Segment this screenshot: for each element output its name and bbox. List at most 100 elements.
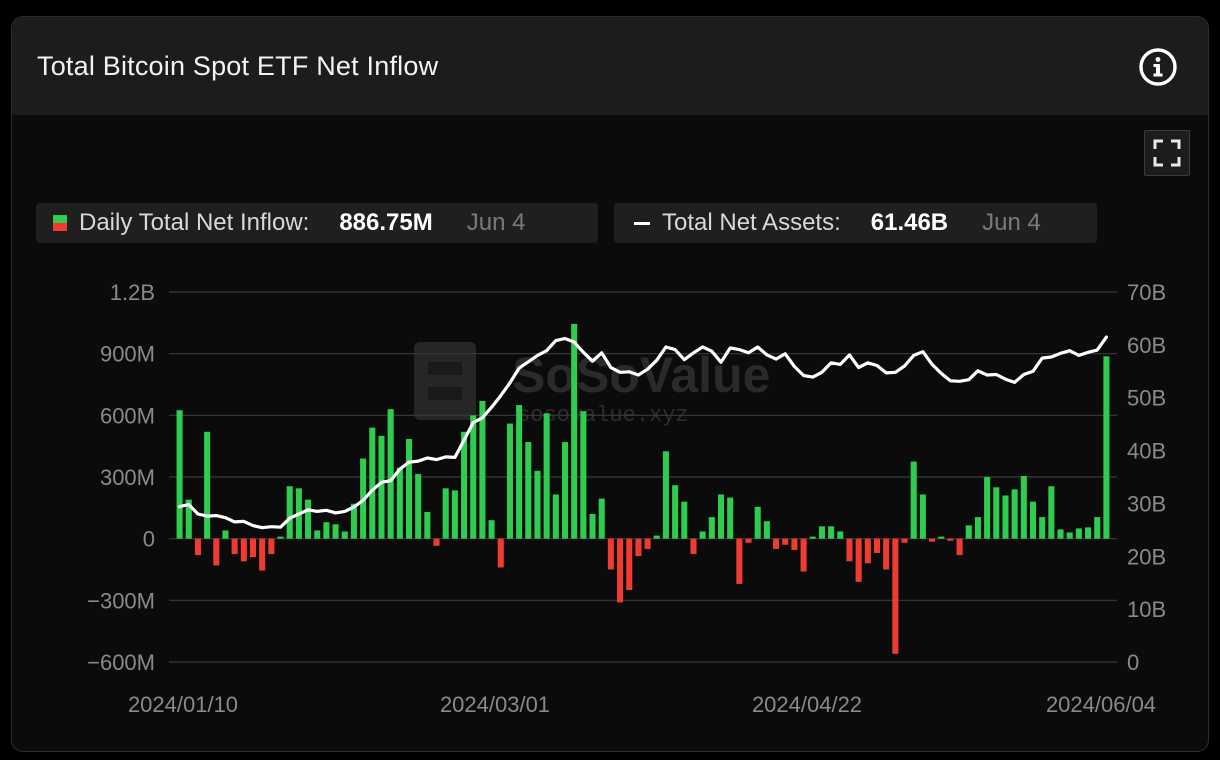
inflow-bar [415,473,422,539]
inflow-bar [369,427,376,539]
inflow-bar [919,494,926,539]
inflow-bar [984,477,991,539]
x-tick-label: 2024/06/04 [1046,692,1156,717]
inflow-bar [901,538,908,543]
inflow-bar [451,490,458,539]
inflow-bar [598,498,605,539]
inflow-bar [690,538,697,555]
legend-assets-label: Total Net Assets: [662,209,841,236]
inflow-bar [1075,528,1082,539]
inflow-bar [672,485,679,539]
inflow-bar [424,511,431,539]
y-right-tick-label: 10B [1127,597,1166,622]
inflow-bar [405,438,413,539]
legend-inflow-label: Daily Total Net Inflow: [79,209,310,236]
x-tick-label: 2024/01/10 [128,692,238,717]
inflow-bar [488,520,495,539]
inflow-bar [1029,501,1037,539]
inflow-bar [387,409,394,539]
info-icon[interactable] [1138,47,1178,87]
inflow-bar [543,413,550,539]
inflow-bar [837,531,844,539]
inflow-bar [1020,475,1027,539]
inflow-bar [580,411,587,539]
y-left-tick-label: −600M [87,650,155,675]
inflow-bar [286,486,293,539]
inflow-bar [727,497,734,539]
y-right-tick-label: 50B [1127,386,1166,411]
inflow-bar [525,442,532,539]
inflow-bar [626,538,633,591]
net-assets-line [178,335,1108,530]
inflow-bar [589,514,596,539]
inflow-bar [956,538,963,556]
y-left-tick-label: 300M [100,465,155,490]
inflow-bar [644,538,651,549]
inflow-bar [332,524,339,539]
inflow-bar [607,538,614,570]
inflow-bar [993,487,1000,539]
y-right-tick-label: 60B [1127,333,1166,358]
inflow-bar [378,435,385,539]
inflow-bar [1094,517,1101,539]
inflow-bar [1048,486,1055,539]
inflow-bar [497,538,504,568]
inflow-bar [800,538,807,572]
inflow-bar [855,538,862,582]
legend-inflow-date: Jun 4 [466,209,526,236]
chart-plot: SoSoValue sosovalue.xyz 1.2B900M600M300M… [87,280,1166,717]
inflow-bar [479,400,486,539]
inflow-bar [442,488,449,539]
inflow-bar [323,522,330,539]
inflow-bar [910,461,917,539]
inflow-bar [717,494,725,539]
inflow-bar [259,538,266,571]
legend-daily-inflow: Daily Total Net Inflow: 886.75M Jun 4 [36,203,598,243]
inflow-bar [461,431,468,539]
y-left-tick-label: 1.2B [110,280,155,305]
legend-net-assets: Total Net Assets: 61.46B Jun 4 [614,203,1097,243]
inflow-bar [240,538,247,562]
legend-assets-swatch [634,221,650,225]
inflow-bar [818,526,825,539]
inflow-bar [1085,527,1092,539]
inflow-bar [506,423,513,539]
inflow-bar [433,538,440,546]
inflow-bar [534,470,541,539]
y-left-tick-label: 0 [143,527,155,552]
inflow-bar [846,538,853,562]
fullscreen-button[interactable] [1144,130,1190,176]
y-left-tick-label: −300M [87,588,155,613]
legend-assets-date: Jun 4 [982,209,1041,236]
inflow-bar [350,503,357,539]
inflow-bar [341,531,348,539]
inflow-bar [1039,517,1046,539]
inflow-bar [314,530,321,539]
inflow-bar [470,415,477,539]
watermark-logo-icon [414,342,476,420]
inflow-bar [571,323,578,539]
inflow-bar [222,530,229,539]
inflow-bar [1002,495,1009,539]
inflow-bar [1066,532,1073,539]
inflow-bar [782,538,789,545]
y-right-tick-label: 20B [1127,544,1166,569]
x-tick-label: 2024/03/01 [440,692,550,717]
inflow-bar [773,538,780,549]
inflow-bar [947,538,954,541]
inflow-bar [653,535,660,539]
inflow-bar [204,431,211,539]
inflow-bar [1057,529,1064,539]
inflow-bar [1011,489,1018,539]
y-left-tick-label: 600M [100,403,155,428]
chart-card: Total Bitcoin Spot ETF Net Inflow Daily … [11,16,1209,752]
inflow-bar [1103,356,1110,539]
fullscreen-icon [1153,139,1181,167]
y-right-tick-label: 70B [1127,280,1166,305]
inflow-bar [194,538,201,556]
inflow-bar [809,536,816,539]
inflow-bar [745,538,752,543]
chart-title: Total Bitcoin Spot ETF Net Inflow [37,51,439,81]
inflow-bar [763,521,770,539]
y-left-tick-label: 900M [100,342,155,367]
